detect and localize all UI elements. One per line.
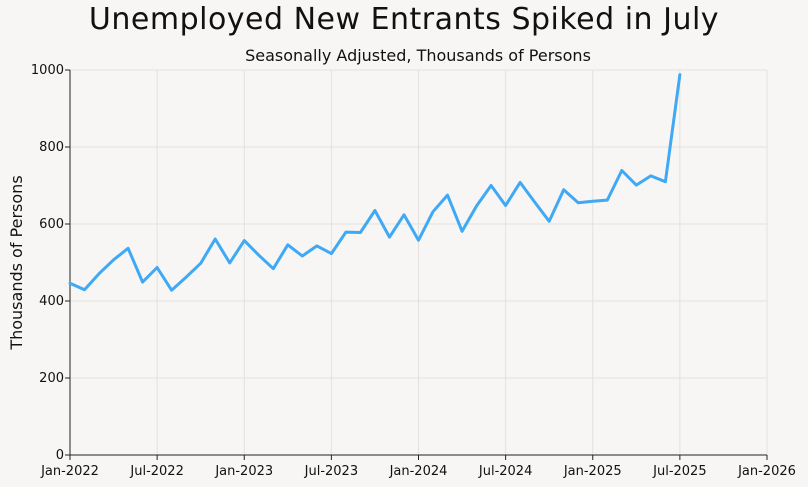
chart-subtitle: Seasonally Adjusted, Thousands of Person… — [245, 46, 591, 65]
x-tick-label: Jan-2024 — [389, 464, 448, 479]
y-tick-label: 400 — [39, 294, 64, 309]
x-tick-label: Jan-2025 — [563, 464, 622, 479]
chart-title: Unemployed New Entrants Spiked in July — [88, 2, 720, 37]
x-tick-label: Jul-2022 — [129, 464, 183, 479]
x-tick-label: Jul-2024 — [478, 464, 532, 479]
x-tick-label: Jul-2025 — [652, 464, 706, 479]
y-tick-label: 800 — [39, 140, 64, 155]
x-tick-label: Jul-2023 — [304, 464, 358, 479]
y-tick-label: 200 — [39, 371, 64, 386]
x-tick-label: Jan-2026 — [737, 464, 796, 479]
y-axis-label: Thousands of Persons — [7, 175, 26, 350]
y-tick-label: 1000 — [31, 63, 64, 78]
y-tick-label: 600 — [39, 217, 64, 232]
y-tick-label: 0 — [56, 448, 64, 463]
series-line — [68, 73, 682, 292]
x-tick-label: Jan-2022 — [40, 464, 99, 479]
x-tick-label: Jan-2023 — [214, 464, 273, 479]
